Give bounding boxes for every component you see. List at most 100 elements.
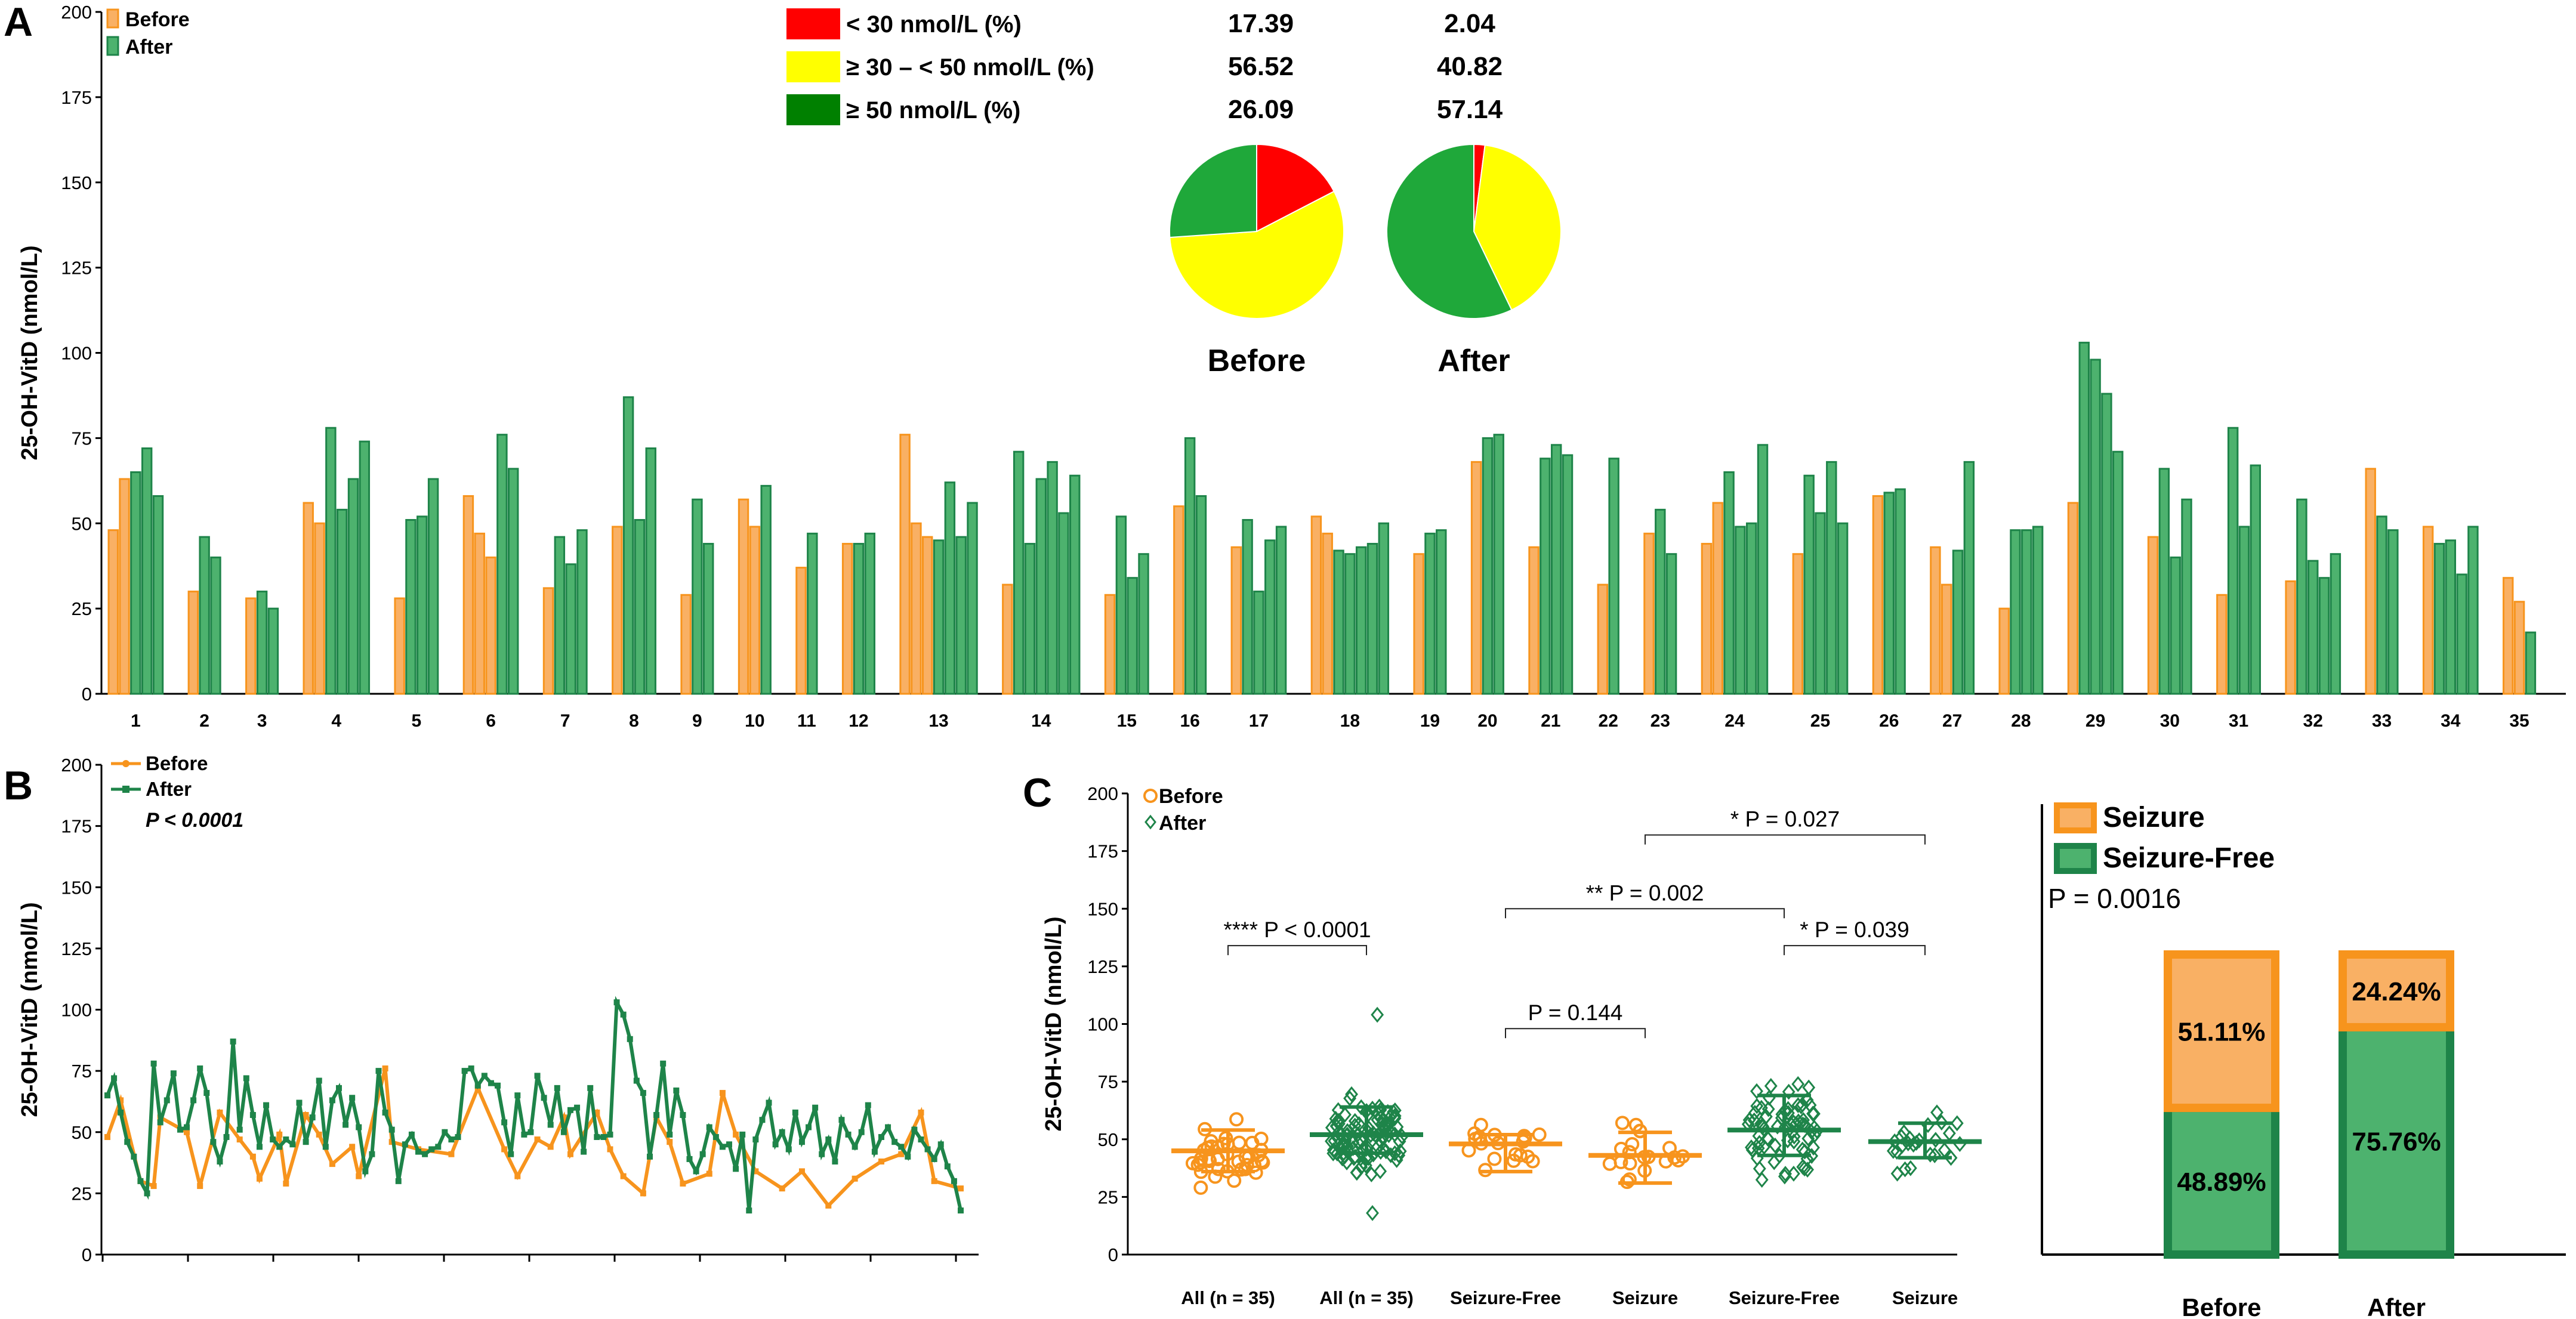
point-after xyxy=(798,1139,805,1145)
bar-after xyxy=(2296,498,2307,695)
bar-after xyxy=(1344,553,1356,695)
bar-before xyxy=(1230,546,1242,695)
dot-after xyxy=(1374,1110,1387,1126)
dot-after xyxy=(1935,1114,1948,1130)
point-after xyxy=(924,1146,931,1153)
pie-slice xyxy=(1256,143,1335,233)
point-before xyxy=(249,1153,256,1160)
y-tick-label: 125 xyxy=(1087,956,1118,977)
bar-after xyxy=(1275,526,1287,695)
point-after xyxy=(905,1153,911,1160)
point-after xyxy=(137,1178,144,1184)
bar-after xyxy=(864,532,875,695)
comparison-label: ** P = 0.002 xyxy=(1586,881,1704,905)
bar-after xyxy=(2456,573,2467,695)
bar-after xyxy=(2445,539,2457,695)
bar-before xyxy=(1104,594,1116,695)
legend-seizure-swatch xyxy=(2054,802,2097,833)
point-before xyxy=(931,1178,937,1184)
dot-after xyxy=(1898,1161,1912,1178)
point-after xyxy=(567,1107,573,1113)
point-after xyxy=(712,1133,719,1140)
bar-after xyxy=(1115,515,1127,695)
dot-after xyxy=(1345,1086,1358,1102)
bar-after xyxy=(2010,529,2021,695)
legend-c-before-label: Before xyxy=(1159,785,1223,808)
y-tick-label: 75 xyxy=(72,1061,92,1082)
bar-after xyxy=(1608,458,1619,695)
point-after xyxy=(607,1131,613,1138)
pie-legend-swatch xyxy=(786,94,840,125)
point-after xyxy=(197,1065,203,1072)
dot-after xyxy=(1355,1099,1368,1116)
point-after xyxy=(944,1163,951,1170)
bar-after xyxy=(554,536,566,695)
point-before xyxy=(514,1173,521,1179)
pie-slice xyxy=(1386,143,1513,319)
bar-after xyxy=(325,427,337,695)
point-after xyxy=(733,1166,739,1172)
dot-before xyxy=(1201,1141,1215,1156)
point-before xyxy=(534,1136,541,1143)
point-before xyxy=(256,1175,263,1182)
bar-after xyxy=(944,481,956,695)
bar-before xyxy=(1712,502,1723,695)
point-after xyxy=(838,1117,845,1123)
comparison-bracket xyxy=(1505,1028,1646,1039)
pie-slice xyxy=(1169,190,1344,319)
bar-after xyxy=(2376,515,2387,695)
patient-label: 33 xyxy=(2372,711,2392,731)
y-tick-label: 200 xyxy=(1087,783,1118,804)
stacked-category-label: Before xyxy=(2182,1293,2261,1319)
point-after xyxy=(521,1131,527,1138)
point-after xyxy=(104,1092,110,1099)
point-after xyxy=(428,1146,435,1153)
dot-after xyxy=(1366,1125,1380,1142)
point-after xyxy=(885,1124,891,1130)
bar-after xyxy=(1035,478,1047,695)
point-after xyxy=(600,1133,607,1140)
point-before xyxy=(276,1131,283,1138)
point-after xyxy=(627,1036,633,1042)
bar-after xyxy=(2021,529,2032,695)
dot-after xyxy=(1381,1117,1395,1133)
panel-c-y-axis: 0 25 50 75 100 125 150 175 200 25-OH-VitD (nmol/L… xyxy=(1041,783,1129,1265)
point-before xyxy=(118,1097,124,1104)
point-before xyxy=(349,1144,356,1150)
y-tick-label: 100 xyxy=(61,343,92,364)
point-after xyxy=(111,1075,118,1082)
point-after xyxy=(488,1080,494,1086)
legend-before-swatch xyxy=(106,8,119,29)
bar-before xyxy=(1173,505,1184,695)
pie-before-value: 26.09 xyxy=(1228,95,1294,124)
point-before xyxy=(448,1151,455,1157)
point-after xyxy=(726,1141,733,1148)
bar-after xyxy=(622,396,634,695)
point-after xyxy=(150,1060,157,1067)
bar-after xyxy=(2158,468,2170,695)
bar-after xyxy=(1963,461,1975,695)
point-after xyxy=(210,1139,217,1145)
bar-after xyxy=(359,440,371,695)
panel-b-y-axis: 0 25 50 75 100 125 150 175 200 25-OH-VitD (nmol/L… xyxy=(17,755,103,1265)
legend-seizure-free-label: Seizure-Free xyxy=(2103,842,2275,874)
point-before xyxy=(184,1129,190,1135)
bar-before xyxy=(187,591,199,695)
bar-before xyxy=(303,502,314,695)
bar-before xyxy=(485,556,496,695)
bar-after xyxy=(2387,529,2399,695)
bar-after xyxy=(1815,512,1826,695)
dot-before xyxy=(1193,1180,1208,1195)
point-after xyxy=(362,1168,369,1175)
patient-label: 21 xyxy=(1541,711,1560,731)
bar-after xyxy=(2032,526,2044,695)
point-after xyxy=(230,1038,236,1045)
dot-after xyxy=(1928,1147,1942,1163)
y-axis-label: 25-OH-VitD (nmol/L) xyxy=(17,902,42,1117)
comparison-bracket xyxy=(1227,945,1367,956)
bar-after xyxy=(1655,508,1666,695)
dot-after xyxy=(1797,1112,1810,1128)
bar-before xyxy=(680,594,692,695)
patient-label: 10 xyxy=(745,711,764,731)
bar-before xyxy=(899,434,911,695)
